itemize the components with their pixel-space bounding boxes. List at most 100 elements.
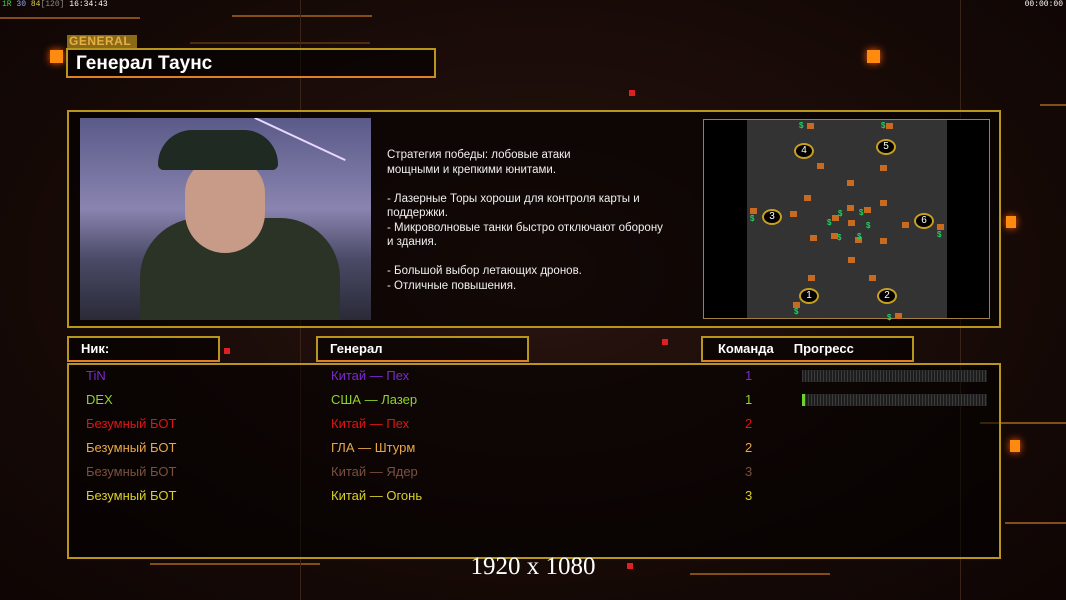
player-row[interactable]: Безумный БОТ Китай — Пех 2 — [69, 414, 999, 434]
supply-dollar-icon: $ — [937, 230, 942, 239]
player-nick: TiN — [86, 368, 106, 383]
oil-derrick-icon — [895, 313, 902, 319]
supply-dollar-icon: $ — [881, 121, 886, 130]
player-row[interactable]: DEX США — Лазер 1 — [69, 390, 999, 410]
resolution-label: 1920 x 1080 — [470, 553, 596, 580]
player-team: 2 — [745, 416, 753, 431]
oil-derrick-icon — [880, 165, 887, 171]
general-portrait — [80, 118, 371, 320]
oil-derrick-icon — [937, 224, 944, 230]
start-position-4[interactable]: 4 — [794, 143, 814, 159]
hud-stats: 1R 30 84[120] 16:34:43 — [2, 0, 108, 9]
progress-bar — [802, 394, 987, 406]
supply-dollar-icon: $ — [750, 214, 755, 223]
deco-line — [980, 422, 1066, 424]
deco-line — [1005, 522, 1066, 524]
hud-r: 1R — [2, 0, 12, 9]
supply-dollar-icon: $ — [866, 221, 871, 230]
oil-derrick-icon — [804, 195, 811, 201]
oil-derrick-icon — [848, 220, 855, 226]
deco-square — [224, 348, 230, 354]
progress-fill — [802, 394, 805, 406]
player-list: TiN Китай — Пех 1 DEX США — Лазер 1 Безумн… — [67, 363, 1001, 559]
hud-a: 30 — [16, 0, 27, 9]
oil-derrick-icon — [847, 180, 854, 186]
deco-square — [1006, 216, 1016, 228]
supply-dollar-icon: $ — [794, 307, 799, 316]
start-position-2[interactable]: 2 — [877, 288, 897, 304]
supply-dollar-icon: $ — [887, 313, 892, 322]
player-row[interactable]: Безумный БОТ Китай — Ядер 3 — [69, 462, 999, 482]
hud-c: [120] — [40, 0, 65, 9]
oil-derrick-icon — [869, 275, 876, 281]
player-nick: Безумный БОТ — [86, 464, 177, 479]
player-general: Китай — Пех — [331, 368, 410, 383]
player-team: 2 — [745, 440, 753, 455]
deco-line — [0, 17, 140, 19]
deco-line — [190, 42, 370, 44]
oil-derrick-icon — [810, 235, 817, 241]
deco-square — [629, 90, 635, 96]
map-preview[interactable]: 1 2 3 4 5 6 $ $ $ $ $ $ $ $ $ $ $ $ — [703, 119, 990, 322]
supply-dollar-icon: $ — [859, 208, 864, 217]
header-team-progress: Команда Прогресс — [701, 336, 914, 362]
player-team: 3 — [745, 488, 753, 503]
oil-derrick-icon — [807, 123, 814, 129]
player-team: 1 — [745, 368, 753, 383]
header-team: Команда — [718, 341, 774, 356]
header-progress: Прогресс — [793, 341, 854, 356]
header-nick: Ник: — [67, 336, 220, 362]
oil-derrick-icon — [831, 233, 838, 239]
oil-derrick-icon — [793, 302, 800, 308]
player-nick: Безумный БОТ — [86, 488, 177, 503]
oil-derrick-icon — [790, 211, 797, 217]
player-team: 1 — [745, 392, 753, 407]
start-position-1[interactable]: 1 — [799, 288, 819, 304]
oil-derrick-icon — [902, 222, 909, 228]
deco-line — [150, 563, 320, 565]
player-row[interactable]: TiN Китай — Пех 1 — [69, 366, 999, 386]
player-row[interactable]: Безумный БОТ Китай — Огонь 3 — [69, 486, 999, 506]
deco-square — [50, 50, 63, 63]
oil-derrick-icon — [864, 207, 871, 213]
hud-clock: 16:34:43 — [69, 0, 108, 9]
player-general: Китай — Пех — [331, 416, 410, 431]
supply-dollar-icon: $ — [837, 233, 842, 242]
player-general: ГЛА — Штурм — [331, 440, 416, 455]
deco-square — [867, 50, 880, 63]
progress-bar — [802, 370, 987, 382]
oil-derrick-icon — [750, 208, 757, 214]
map-area: 1 2 3 4 5 6 $ $ $ $ $ $ $ $ $ $ $ $ — [747, 120, 947, 322]
oil-derrick-icon — [847, 205, 854, 211]
player-row[interactable]: Безумный БОТ ГЛА — Штурм 2 — [69, 438, 999, 458]
start-position-6[interactable]: 6 — [914, 213, 934, 229]
player-general: США — Лазер — [331, 392, 418, 407]
start-position-5[interactable]: 5 — [876, 139, 896, 155]
hud-b: 84 — [30, 0, 41, 9]
oil-derrick-icon — [886, 123, 893, 129]
oil-derrick-icon — [880, 238, 887, 244]
player-nick: DEX — [86, 392, 113, 407]
oil-derrick-icon — [808, 275, 815, 281]
deco-square — [627, 563, 633, 569]
player-nick: Безумный БОТ — [86, 440, 177, 455]
oil-derrick-icon — [855, 237, 862, 243]
supply-dollar-icon: $ — [799, 121, 804, 130]
player-general: Китай — Огонь — [331, 488, 423, 503]
supply-dollar-icon: $ — [827, 218, 832, 227]
player-general: Китай — Ядер — [331, 464, 418, 479]
oil-derrick-icon — [817, 163, 824, 169]
hud-timer: 00:00:00 — [1024, 0, 1063, 9]
deco-square — [1010, 440, 1020, 452]
general-title: Генерал Таунс — [66, 48, 436, 78]
oil-derrick-icon — [880, 200, 887, 206]
oil-derrick-icon — [832, 215, 839, 221]
deco-line — [690, 573, 830, 575]
start-position-3[interactable]: 3 — [762, 209, 782, 225]
deco-line — [232, 15, 372, 17]
supply-dollar-icon: $ — [838, 209, 843, 218]
oil-derrick-icon — [848, 257, 855, 263]
header-general: Генерал — [316, 336, 529, 362]
supply-dollar-icon: $ — [857, 232, 862, 241]
player-team: 3 — [745, 464, 753, 479]
